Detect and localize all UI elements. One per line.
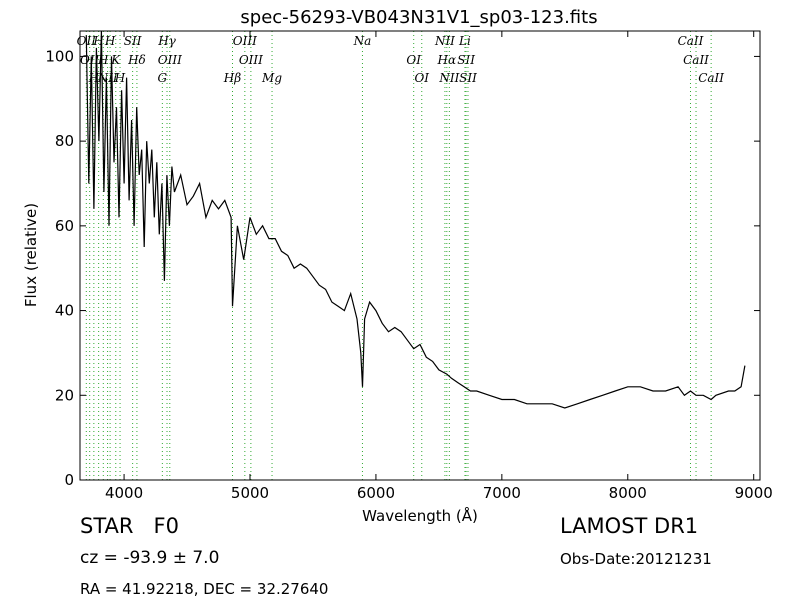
chart-title: spec-56293-VB043N31V1_sp03-123.fits (240, 7, 597, 28)
marker-label: SII (459, 71, 477, 85)
plot-area (85, 30, 746, 409)
marker-label: Hβ (223, 71, 241, 85)
x-tick-label: 6000 (357, 484, 395, 502)
y-tick-label: 60 (55, 217, 74, 235)
y-tick-label: 40 (55, 302, 74, 320)
marker-label: CaII (683, 53, 709, 67)
marker-label: H (114, 71, 126, 85)
axis-ticks: 4000 5000 6000 7000 8000 9000 0 20 40 60 80 100 (45, 31, 773, 502)
y-tick-label: 20 (55, 386, 74, 404)
marker-label: OIII (239, 53, 263, 67)
x-tick-label: 9000 (735, 484, 773, 502)
y-tick-label: 100 (45, 47, 74, 65)
y-axis-label: Flux (relative) (22, 203, 40, 307)
marker-label: Hα (437, 53, 457, 67)
marker-label: H (104, 34, 116, 48)
coordinates-info: RA = 41.92218, DEC = 32.27640 (80, 580, 329, 598)
x-tick-label: 8000 (609, 484, 647, 502)
survey-name: LAMOST DR1 (560, 514, 699, 538)
marker-label: SII (124, 34, 142, 48)
marker-label: H (92, 34, 104, 48)
marker-label: SII (457, 53, 475, 67)
marker-label: Hδ (127, 53, 146, 67)
observation-date: Obs-Date:20121231 (560, 550, 712, 568)
x-tick-label: 7000 (483, 484, 521, 502)
plot-frame (79, 30, 761, 481)
marker-label: CaII (678, 34, 704, 48)
x-tick-label: 4000 (105, 484, 143, 502)
x-axis-label: Wavelength (Å) (362, 506, 478, 525)
marker-label: OIII (158, 53, 182, 67)
marker-label: Mg (261, 71, 282, 85)
marker-label: NII (438, 71, 459, 85)
redshift-info: cz = -93.9 ± 7.0 (80, 548, 220, 568)
marker-label: G (158, 71, 168, 85)
marker-label: CaII (698, 71, 724, 85)
marker-label: K (110, 53, 121, 67)
marker-label: OI (406, 53, 421, 67)
marker-label: OIII (233, 34, 257, 48)
y-tick-label: 0 (64, 471, 74, 489)
spectrum-line (85, 30, 746, 409)
marker-label: OI (414, 71, 429, 85)
marker-label: Hγ (157, 34, 176, 48)
marker-label: NII (434, 34, 455, 48)
marker-label: Li (458, 34, 471, 48)
x-tick-label: 5000 (231, 484, 269, 502)
emission-line-markers: OIIOIIHHHNIIHKHSIIHδGHγOIIIHβOIIIOIIIMgN… (77, 31, 724, 480)
object-class: STAR F0 (80, 514, 179, 538)
y-tick-label: 80 (55, 132, 74, 150)
marker-label: Na (353, 34, 372, 48)
